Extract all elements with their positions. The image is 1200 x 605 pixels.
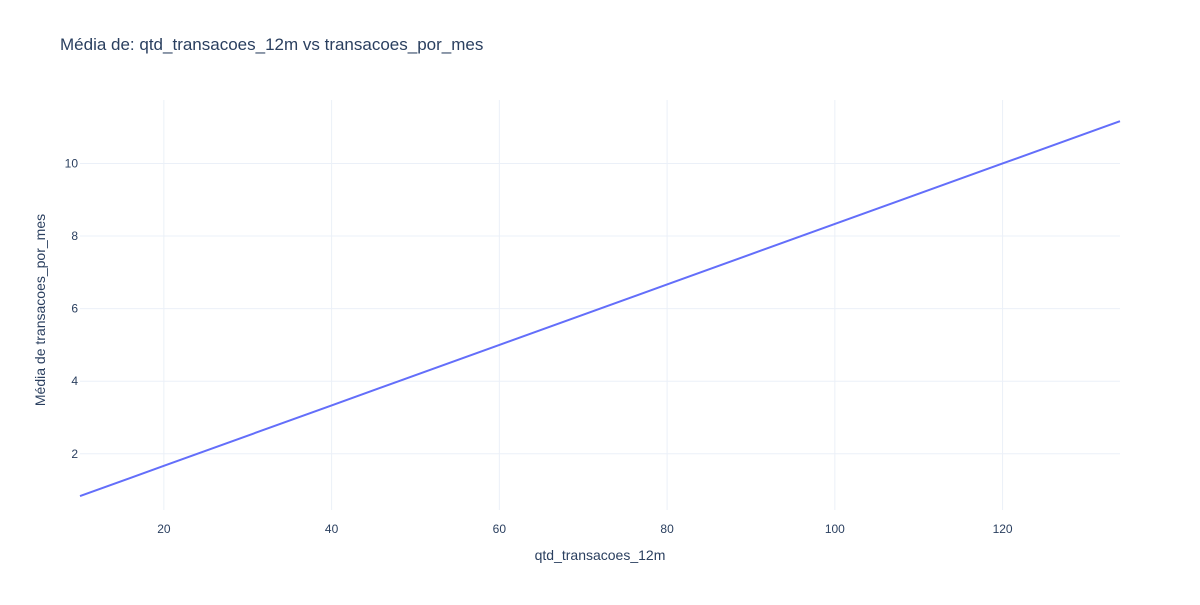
series-line xyxy=(79,120,1121,498)
y-axis-ticks: 2 4 6 8 10 xyxy=(65,156,79,460)
y-tick-label: 8 xyxy=(71,229,78,243)
y-tick-label: 10 xyxy=(65,156,79,170)
series-layer xyxy=(79,120,1121,498)
x-tick-label: 120 xyxy=(993,522,1013,536)
x-tick-label: 60 xyxy=(493,522,507,536)
x-axis-ticks: 20 40 60 80 100 120 xyxy=(157,522,1013,536)
y-tick-label: 4 xyxy=(71,374,78,388)
x-axis-title: qtd_transacoes_12m xyxy=(535,547,666,563)
x-tick-label: 100 xyxy=(825,522,845,536)
x-tick-label: 20 xyxy=(157,522,171,536)
grid xyxy=(80,100,1120,510)
x-tick-label: 80 xyxy=(660,522,674,536)
y-tick-label: 2 xyxy=(71,447,78,461)
y-tick-label: 6 xyxy=(71,302,78,316)
chart-title: Média de: qtd_transacoes_12m vs transaco… xyxy=(60,35,483,54)
y-axis-title: Média de transacoes_por_mes xyxy=(32,214,48,406)
x-tick-label: 40 xyxy=(325,522,339,536)
